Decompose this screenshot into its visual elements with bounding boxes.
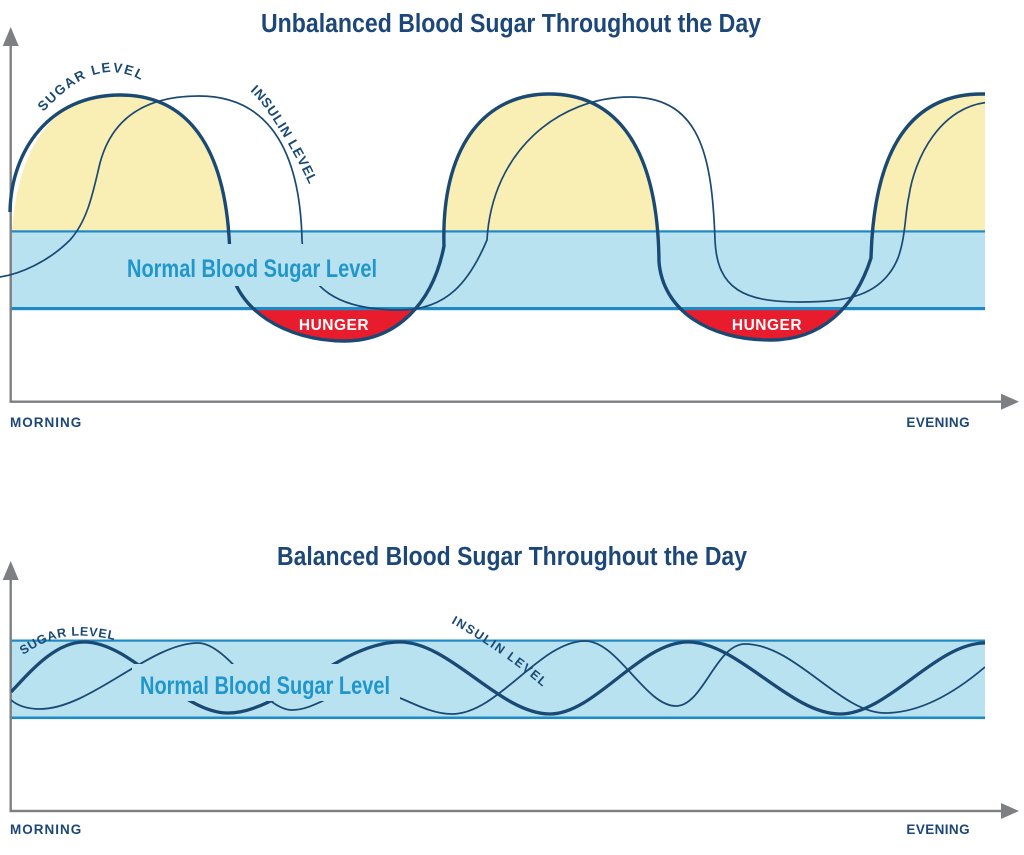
svg-text:Balanced Blood Sugar Throughou: Balanced Blood Sugar Throughout the Day (277, 543, 748, 571)
svg-text:Normal Blood Sugar Level: Normal Blood Sugar Level (140, 672, 390, 700)
svg-text:MORNING: MORNING (10, 822, 82, 837)
svg-text:Unbalanced Blood Sugar Through: Unbalanced Blood Sugar Throughout the Da… (261, 10, 762, 38)
svg-text:EVENING: EVENING (906, 822, 970, 837)
svg-text:EVENING: EVENING (906, 415, 970, 430)
svg-text:HUNGER: HUNGER (732, 317, 802, 334)
svg-text:MORNING: MORNING (10, 415, 82, 430)
svg-text:HUNGER: HUNGER (299, 317, 369, 334)
svg-text:Normal Blood Sugar Level: Normal Blood Sugar Level (127, 255, 377, 283)
